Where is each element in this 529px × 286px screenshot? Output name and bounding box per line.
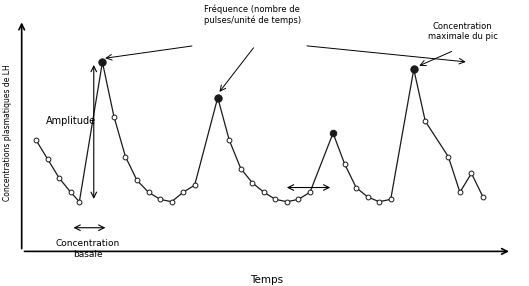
Point [55, 176, 63, 180]
Point [444, 154, 453, 159]
Point [375, 199, 384, 204]
Point [387, 197, 395, 202]
Point [352, 185, 360, 190]
Text: Concentration
maximale du pic: Concentration maximale du pic [428, 22, 498, 41]
Text: Temps: Temps [250, 275, 284, 285]
Point [98, 60, 107, 64]
Point [214, 95, 222, 100]
Text: Concentration
basale: Concentration basale [56, 239, 120, 259]
Point [67, 190, 75, 194]
Point [156, 197, 165, 202]
Point [32, 138, 40, 142]
Point [75, 199, 84, 204]
Point [110, 114, 118, 119]
Point [340, 162, 349, 166]
Text: Amplitude: Amplitude [45, 116, 96, 126]
Point [121, 154, 130, 159]
Point [133, 178, 141, 183]
Point [282, 199, 291, 204]
Point [167, 199, 176, 204]
Point [225, 138, 233, 142]
Point [144, 190, 153, 194]
Point [236, 166, 245, 171]
Point [455, 190, 464, 194]
Point [363, 195, 372, 199]
Point [248, 180, 257, 185]
Point [260, 190, 268, 194]
Text: Fréquence (nombre de
pulses/unité de temps): Fréquence (nombre de pulses/unité de tem… [204, 5, 301, 25]
Text: Concentrations plasmatiques de LH: Concentrations plasmatiques de LH [3, 65, 12, 202]
Point [43, 157, 52, 161]
Point [306, 190, 314, 194]
Point [409, 67, 418, 72]
Point [271, 197, 280, 202]
Point [467, 171, 476, 176]
Point [294, 197, 303, 202]
Point [479, 195, 487, 199]
Point [179, 190, 187, 194]
Point [329, 131, 338, 135]
Point [190, 183, 199, 187]
Point [421, 119, 430, 124]
